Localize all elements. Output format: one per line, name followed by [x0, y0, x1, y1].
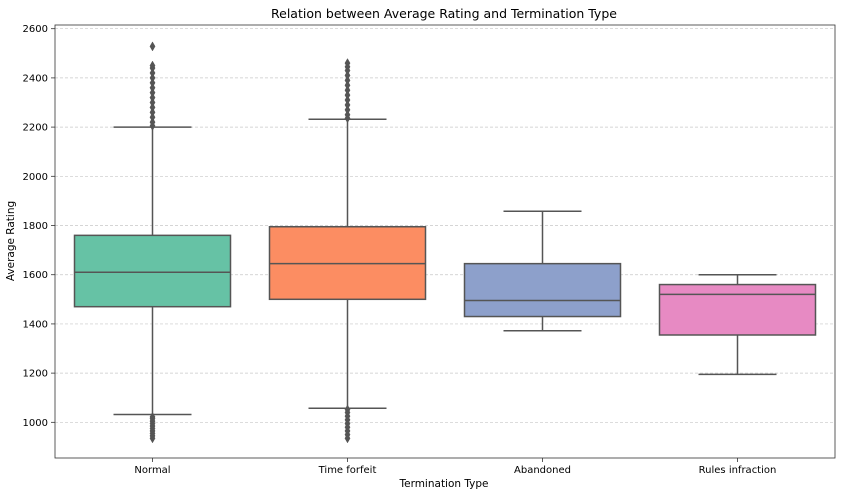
- y-tick-label: 2200: [23, 123, 48, 134]
- outlier-point: [149, 41, 156, 52]
- y-tick-label: 1200: [23, 369, 48, 380]
- y-tick-label: 2000: [23, 172, 48, 183]
- x-tick-label: Abandoned: [514, 465, 571, 476]
- x-tick-label: Normal: [134, 465, 170, 476]
- x-tick-label: Rules infraction: [699, 465, 777, 476]
- outlier-point: [149, 411, 156, 422]
- outlier-point: [344, 404, 351, 415]
- grid-lines: [55, 28, 835, 423]
- box-1: [73, 41, 232, 444]
- y-tick-label: 1400: [23, 319, 48, 330]
- y-tick-label: 2600: [23, 24, 48, 35]
- box-2: [268, 58, 427, 444]
- x-tick-label: Time forfeit: [318, 465, 377, 476]
- y-axis-label: Average Rating: [5, 201, 17, 281]
- y-tick-label: 1000: [23, 418, 48, 429]
- y-tick-label: 1600: [23, 270, 48, 281]
- y-tick-label: 2400: [23, 73, 48, 84]
- plot-frame: [54, 24, 836, 459]
- outlier-point: [344, 58, 351, 69]
- box-iqr: [658, 283, 817, 336]
- y-axis-ticks: 1000 1200 1400 1600 1800 2000 2200 2400 2600: [23, 24, 55, 429]
- y-tick-label: 1800: [23, 221, 48, 232]
- box-iqr: [73, 234, 232, 308]
- outlier-point: [149, 60, 156, 71]
- box-4: [658, 273, 817, 376]
- box-3: [463, 210, 622, 332]
- box-iqr: [463, 262, 622, 318]
- x-axis-label: Termination Type: [398, 478, 488, 490]
- chart-title: Relation between Average Rating and Term…: [271, 6, 617, 21]
- box-series: [73, 41, 817, 444]
- x-axis-ticks: Normal Time forfeit Abandoned Rules infract…: [134, 458, 776, 476]
